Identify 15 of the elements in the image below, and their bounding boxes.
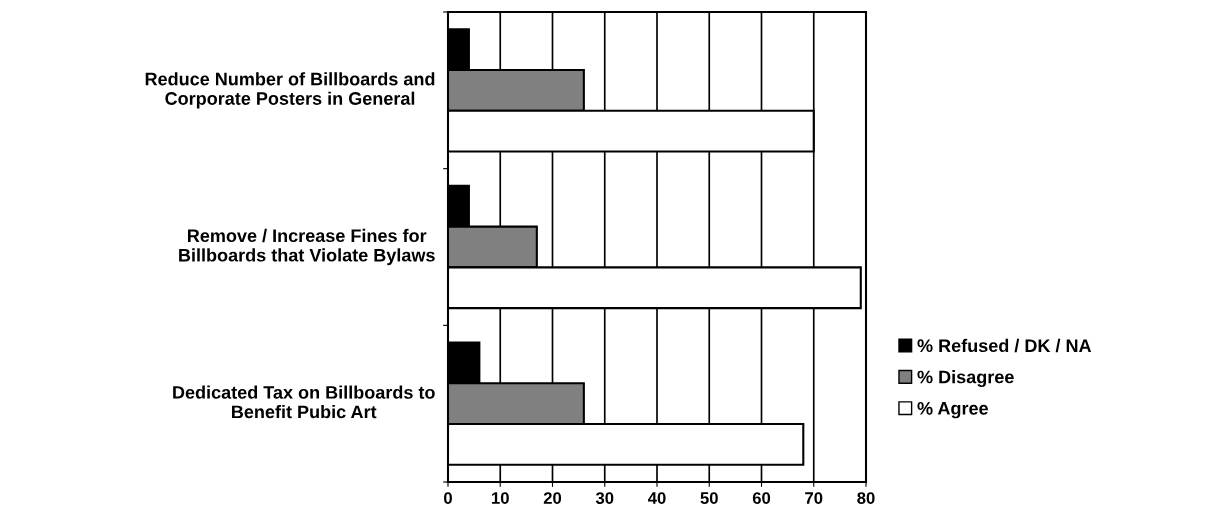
legend-label: % Refused / DK / NA [917, 338, 1092, 353]
x-tick-label: 60 [752, 492, 771, 504]
y-tick-label: Reduce Number of Billboards and Corporate Posters in General [145, 72, 435, 109]
legend-label: % Disagree [917, 370, 1014, 388]
y-tick-label: Remove / Increase Fines for Billboards that Violate Bylaws [179, 228, 435, 266]
x-tick-label: 70 [805, 492, 823, 504]
x-tick-label: 30 [595, 492, 614, 504]
x-tick-label: 0 [444, 492, 452, 504]
x-tick-label: 40 [647, 492, 666, 504]
y-tick-label: Dedicated Tax on Billboards to Benefit Pubic Art [173, 385, 435, 419]
x-tick-label: 80 [857, 492, 875, 504]
x-tick-label: 10 [492, 492, 509, 504]
x-tick-label: 50 [700, 492, 718, 504]
legend-label: % Agree [917, 401, 988, 419]
x-tick-label: 20 [543, 492, 562, 504]
